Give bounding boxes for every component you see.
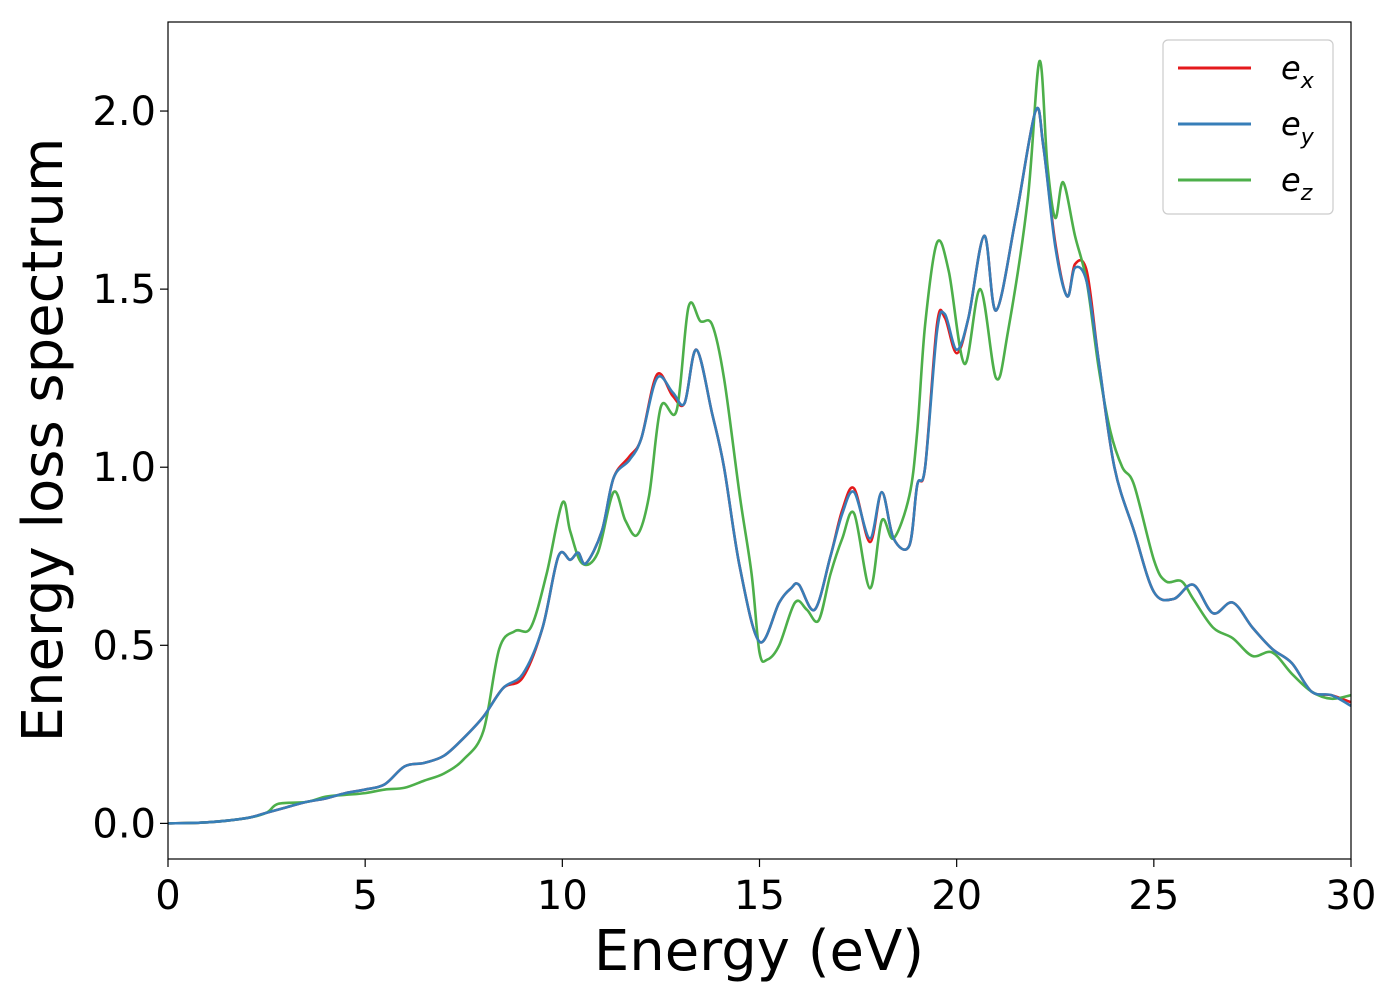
x-tick-label: 30 (1326, 873, 1377, 919)
y-tick-label: 2.0 (92, 89, 156, 135)
legend-label-e-y: ey (1281, 105, 1315, 150)
y-tick-label: 1.0 (92, 445, 156, 491)
y-tick-label: 0.0 (92, 801, 156, 847)
x-tick-label: 15 (734, 873, 785, 919)
x-tick-label: 10 (537, 873, 588, 919)
legend-label-e-z: ez (1281, 161, 1313, 206)
x-tick-label: 5 (352, 873, 377, 919)
series-layer (167, 59, 1352, 825)
y-tick-label: 1.5 (92, 267, 156, 313)
series-line-e-y (167, 106, 1352, 825)
series-line-e-z (167, 59, 1352, 825)
x-tick-label: 0 (155, 873, 180, 919)
x-axis-title: Energy (eV) (594, 919, 924, 984)
y-tick-label: 0.5 (92, 623, 156, 669)
legend-label-e-x: ex (1281, 49, 1315, 94)
x-tick-label: 25 (1128, 873, 1179, 919)
y-axis-title: Energy loss spectrum (11, 138, 76, 743)
y-axis-ticks: 0.0 0.5 1.0 1.5 2.0 (92, 89, 168, 847)
legend-box (1162, 39, 1334, 215)
legend: ex ey ez (1162, 39, 1334, 215)
x-tick-label: 20 (931, 873, 982, 919)
x-axis-ticks: 0 5 10 15 20 25 30 (155, 859, 1376, 919)
plot-background (168, 22, 1351, 859)
